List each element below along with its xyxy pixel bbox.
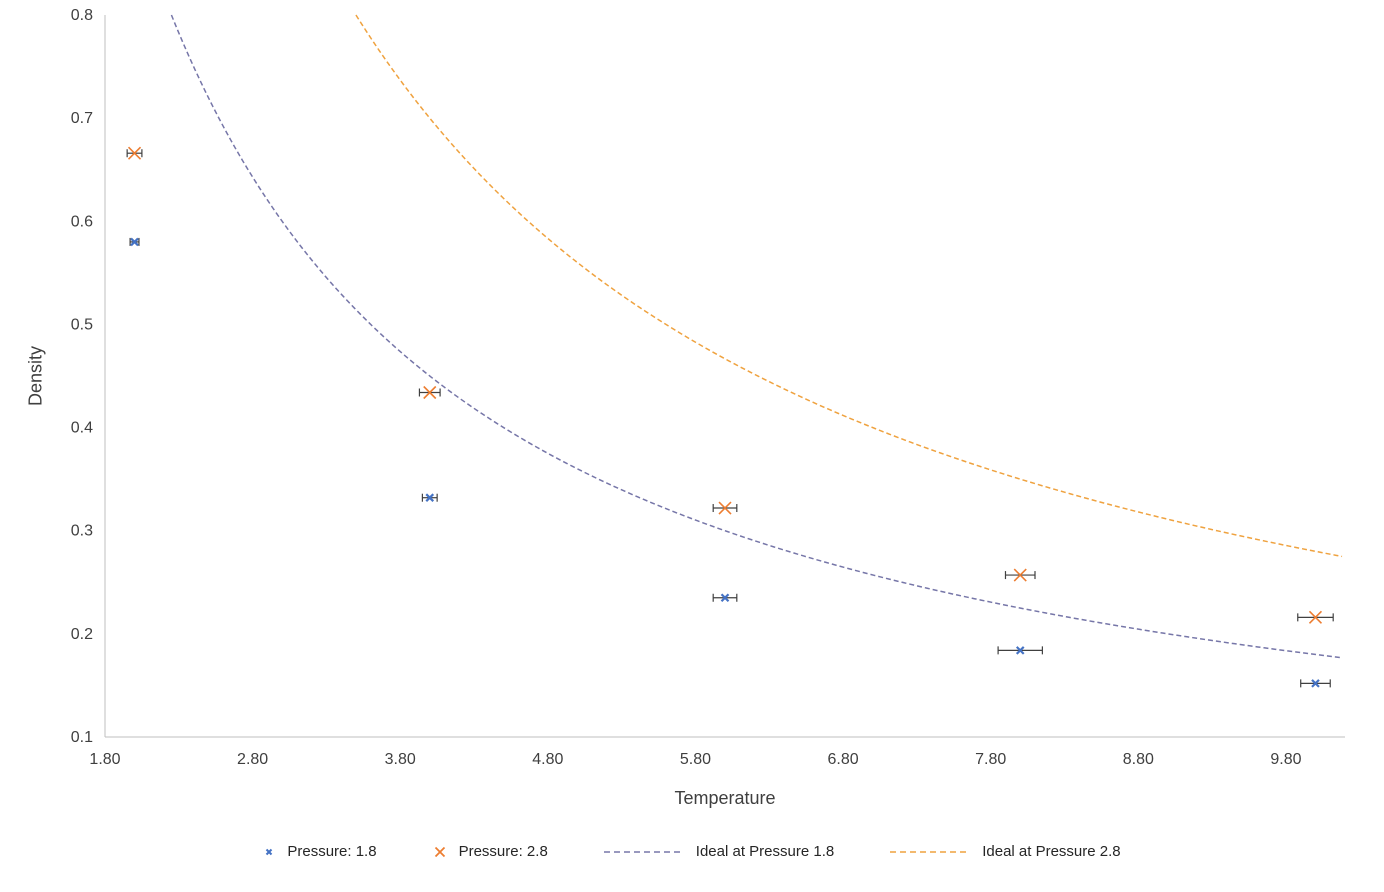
data-point-x-marker xyxy=(1308,610,1323,624)
data-point-x-marker xyxy=(720,593,730,603)
data-point-x-marker xyxy=(130,237,139,247)
y-tick-label: 0.7 xyxy=(71,110,93,127)
legend-item-ideal-1-8: Ideal at Pressure 1.8 xyxy=(603,843,835,860)
data-point-x-marker xyxy=(423,385,437,400)
legend-label-ideal-1-8: Ideal at Pressure 1.8 xyxy=(695,843,835,860)
x-tick-label: 1.80 xyxy=(89,751,120,768)
x-tick-label: 4.80 xyxy=(532,751,563,768)
dashed-line-icon xyxy=(603,850,684,853)
legend: Pressure: 1.8 Pressure: 2.8 Ideal at Pre… xyxy=(0,843,1384,860)
data-point-x-marker xyxy=(1311,679,1320,688)
ideal-curve xyxy=(355,14,1343,558)
legend-item-pressure-1-8: Pressure: 1.8 xyxy=(263,843,377,860)
y-tick-label: 0.2 xyxy=(71,626,93,643)
legend-label-ideal-2-8: Ideal at Pressure 2.8 xyxy=(982,843,1121,860)
y-axis-title: Density xyxy=(25,345,46,407)
x-tick-label: 5.80 xyxy=(680,751,711,768)
y-tick-label: 0.3 xyxy=(71,523,93,540)
y-tick-label: 0.6 xyxy=(71,213,93,230)
y-tick-label: 0.1 xyxy=(71,729,93,746)
data-point-x-marker xyxy=(1013,568,1027,582)
x-tick-label: 3.80 xyxy=(385,751,416,768)
data-point-x-marker xyxy=(127,146,142,160)
x-marker-icon xyxy=(434,846,445,857)
x-tick-label: 6.80 xyxy=(828,751,859,768)
ideal-curve xyxy=(170,14,1341,659)
y-tick-label: 0.4 xyxy=(71,420,93,437)
dashed-line-icon xyxy=(890,850,971,853)
y-tick-label: 0.5 xyxy=(71,316,93,333)
x-tick-label: 2.80 xyxy=(237,751,268,768)
legend-item-ideal-2-8: Ideal at Pressure 2.8 xyxy=(890,843,1121,860)
x-marker-icon xyxy=(266,848,273,855)
data-point-x-marker xyxy=(718,501,732,515)
legend-label-pressure-2-8: Pressure: 2.8 xyxy=(458,843,548,860)
x-tick-label: 8.80 xyxy=(1123,751,1154,768)
x-tick-label: 9.80 xyxy=(1270,751,1301,768)
data-point-x-marker xyxy=(1015,646,1025,655)
legend-label-pressure-1-8: Pressure: 1.8 xyxy=(287,843,377,860)
x-tick-label: 7.80 xyxy=(975,751,1006,768)
legend-item-pressure-2-8: Pressure: 2.8 xyxy=(433,843,548,860)
y-tick-label: 0.8 xyxy=(71,7,93,24)
x-axis-title: Temperature xyxy=(674,788,776,808)
data-point-x-marker xyxy=(425,493,435,502)
